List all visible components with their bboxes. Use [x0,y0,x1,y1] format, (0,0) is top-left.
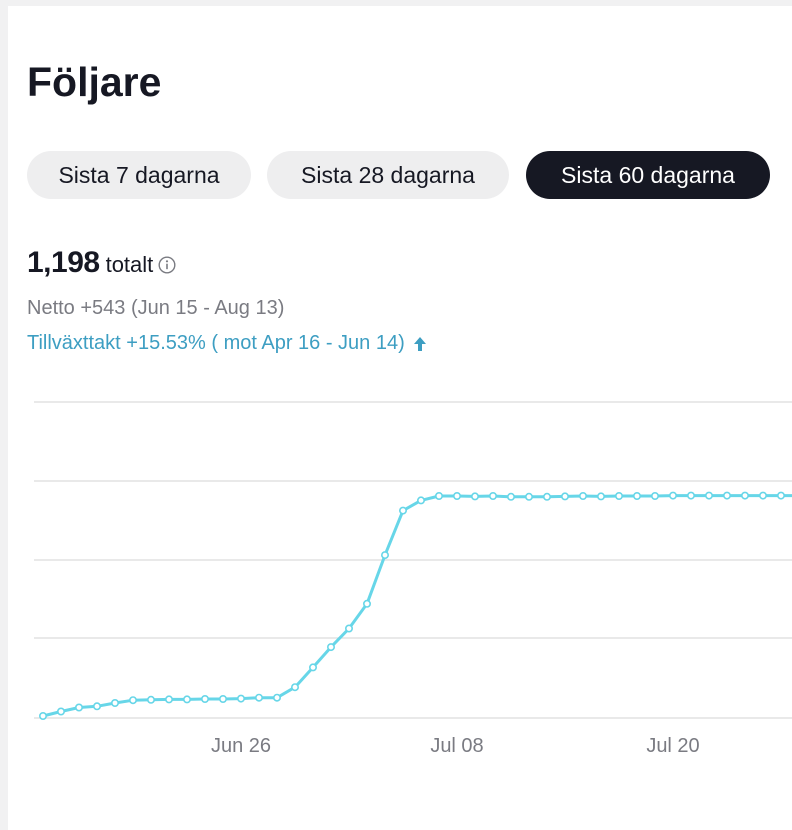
data-point[interactable] [183,695,192,704]
data-point[interactable] [632,492,641,501]
data-point[interactable] [308,663,317,672]
data-point[interactable] [111,698,120,707]
data-point[interactable] [560,492,569,501]
series-line [42,494,792,718]
x-tick-label: Jul 08 [430,735,483,757]
range-pill-7-days[interactable]: Sista 7 dagarna [27,151,251,199]
data-point[interactable] [650,492,659,501]
data-point[interactable] [129,696,138,705]
x-tick-label: Jun 26 [211,735,271,757]
data-point[interactable] [326,643,335,652]
total-value: 1,198 [27,246,100,279]
data-point[interactable] [56,707,65,716]
followers-line-chart: Jun 26 Jul 08 Jul 20 [34,401,792,757]
data-point[interactable] [704,491,713,500]
data-point[interactable] [362,599,371,608]
data-point[interactable] [93,702,102,711]
data-point[interactable] [722,491,731,500]
data-point[interactable] [255,693,264,702]
arrow-up-icon [413,336,426,351]
followers-card [8,6,792,830]
total-unit: totalt [105,252,154,277]
growth-rate: Tillväxttakt +15.53% ( mot Apr 16 - Jun … [27,332,427,355]
data-point[interactable] [416,496,425,505]
growth-text: Tillväxttakt +15.53% ( mot Apr 16 - Jun … [27,332,405,354]
data-point[interactable] [614,492,623,501]
data-point[interactable] [147,695,156,704]
data-point[interactable] [380,551,389,560]
range-pill-60-days[interactable]: Sista 60 dagarna [526,151,770,199]
data-point[interactable] [398,506,407,515]
data-point[interactable] [290,683,299,692]
data-point[interactable] [740,491,749,500]
x-tick-label: Jul 20 [646,735,699,757]
page-title: Följare [27,59,162,105]
data-point[interactable] [434,492,443,501]
data-point[interactable] [668,491,677,500]
data-point[interactable] [237,694,246,703]
data-point[interactable] [470,492,479,501]
netto-text: Netto +543 (Jun 15 - Aug 13) [27,297,285,319]
range-pill-28-days[interactable]: Sista 28 dagarna [267,151,509,199]
info-circle-icon[interactable] [158,256,176,274]
data-point[interactable] [578,492,587,501]
data-point[interactable] [201,694,210,703]
data-point[interactable] [686,491,695,500]
total-followers: 1,198 totalt [27,246,176,280]
data-point[interactable] [776,491,785,500]
data-point[interactable] [596,492,605,501]
data-point[interactable] [344,624,353,633]
data-point[interactable] [219,694,228,703]
data-point[interactable] [165,695,174,704]
data-point[interactable] [542,492,551,501]
data-point[interactable] [506,492,515,501]
data-point[interactable] [272,693,281,702]
data-point[interactable] [524,492,533,501]
data-point[interactable] [452,492,461,501]
data-point[interactable] [758,491,767,500]
data-point[interactable] [75,703,84,712]
data-point[interactable] [488,492,497,501]
data-point[interactable] [38,711,47,720]
